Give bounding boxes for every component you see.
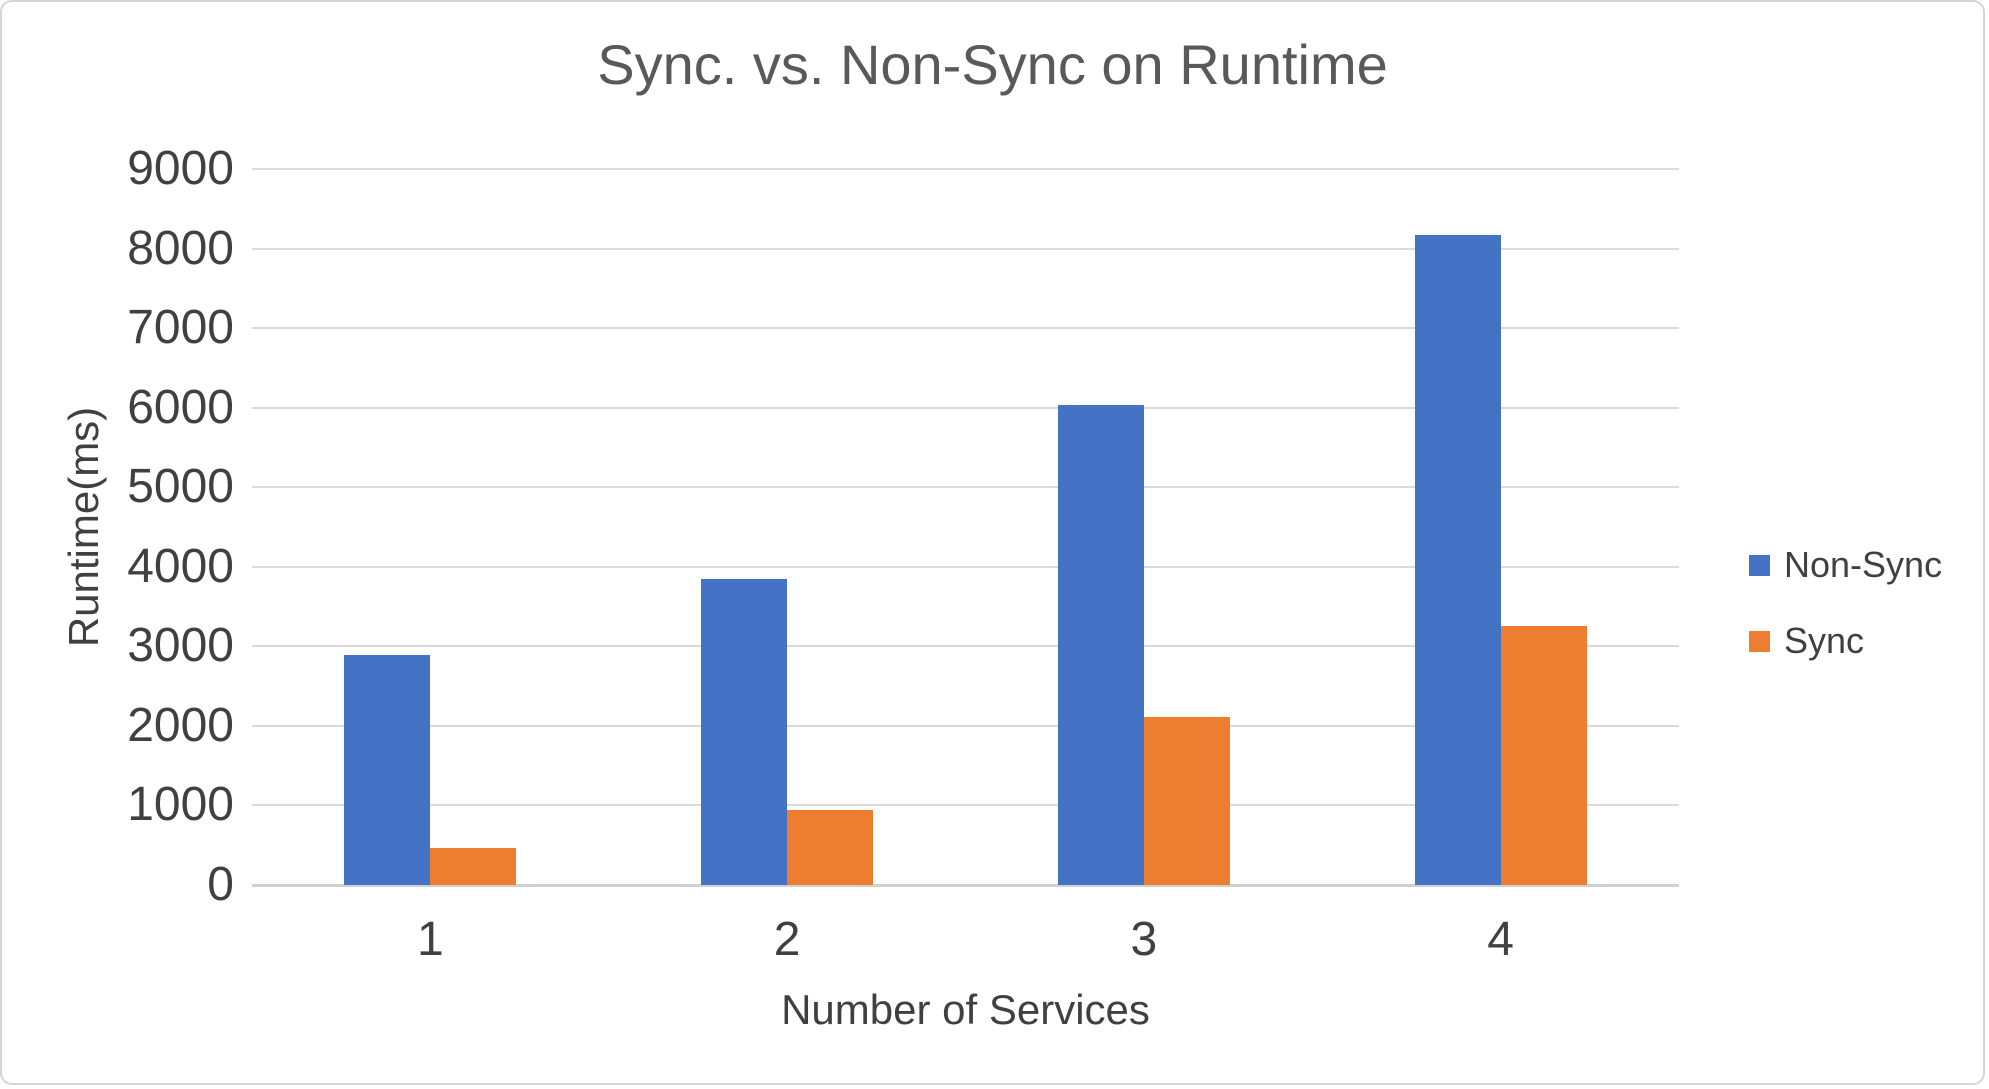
- x-tick-label: 3: [1130, 913, 1158, 966]
- bar-non-sync-1[interactable]: [344, 655, 431, 885]
- x-tick-label: 4: [1487, 913, 1514, 966]
- gridline: [252, 565, 1679, 568]
- gridline: [252, 804, 1679, 807]
- x-axis-title: Number of Services: [781, 986, 1150, 1033]
- legend-label: Sync: [1784, 620, 1865, 661]
- gridline: [252, 327, 1679, 330]
- legend-swatch-icon: [1749, 630, 1770, 652]
- y-tick-label: 7000: [127, 301, 234, 355]
- bar-sync-3[interactable]: [1143, 717, 1230, 885]
- legend: Non-Sync Sync: [1749, 544, 1942, 662]
- y-axis-title: Runtime(ms): [60, 406, 107, 648]
- bar-sync-1[interactable]: [430, 848, 517, 885]
- legend-label: Non-Sync: [1784, 544, 1943, 585]
- y-tick-label: 1000: [127, 778, 234, 832]
- y-tick-label: 3000: [127, 619, 234, 673]
- plot-area: [252, 168, 1679, 887]
- gridline: [252, 724, 1679, 727]
- gridline: [252, 168, 1679, 170]
- bar-sync-4[interactable]: [1500, 625, 1587, 885]
- y-tick-label: 9000: [127, 142, 234, 195]
- gridline: [252, 247, 1679, 250]
- bar-non-sync-3[interactable]: [1057, 405, 1144, 885]
- y-tick-label: 2000: [127, 698, 234, 752]
- y-tick-label: 4000: [127, 539, 234, 593]
- bar-sync-2[interactable]: [787, 810, 874, 885]
- y-tick-label: 6000: [127, 380, 234, 434]
- y-tick-label: 8000: [127, 221, 234, 275]
- x-axis-line: [252, 884, 1679, 887]
- y-tick-label: 0: [207, 858, 234, 911]
- x-tick-label: 1: [417, 913, 444, 966]
- y-tick-label: 5000: [127, 460, 234, 514]
- bar-non-sync-4[interactable]: [1414, 235, 1501, 885]
- gridline: [252, 406, 1679, 409]
- bar-non-sync-2[interactable]: [701, 578, 788, 885]
- gridline: [252, 486, 1679, 489]
- chart-title: Sync. vs. Non-Sync on Runtime: [597, 33, 1388, 96]
- gridline: [252, 645, 1679, 648]
- legend-item-sync[interactable]: Sync: [1749, 620, 1942, 662]
- legend-swatch-icon: [1749, 554, 1770, 576]
- legend-item-non-sync[interactable]: Non-Sync: [1749, 544, 1942, 586]
- x-tick-label: 2: [773, 913, 801, 966]
